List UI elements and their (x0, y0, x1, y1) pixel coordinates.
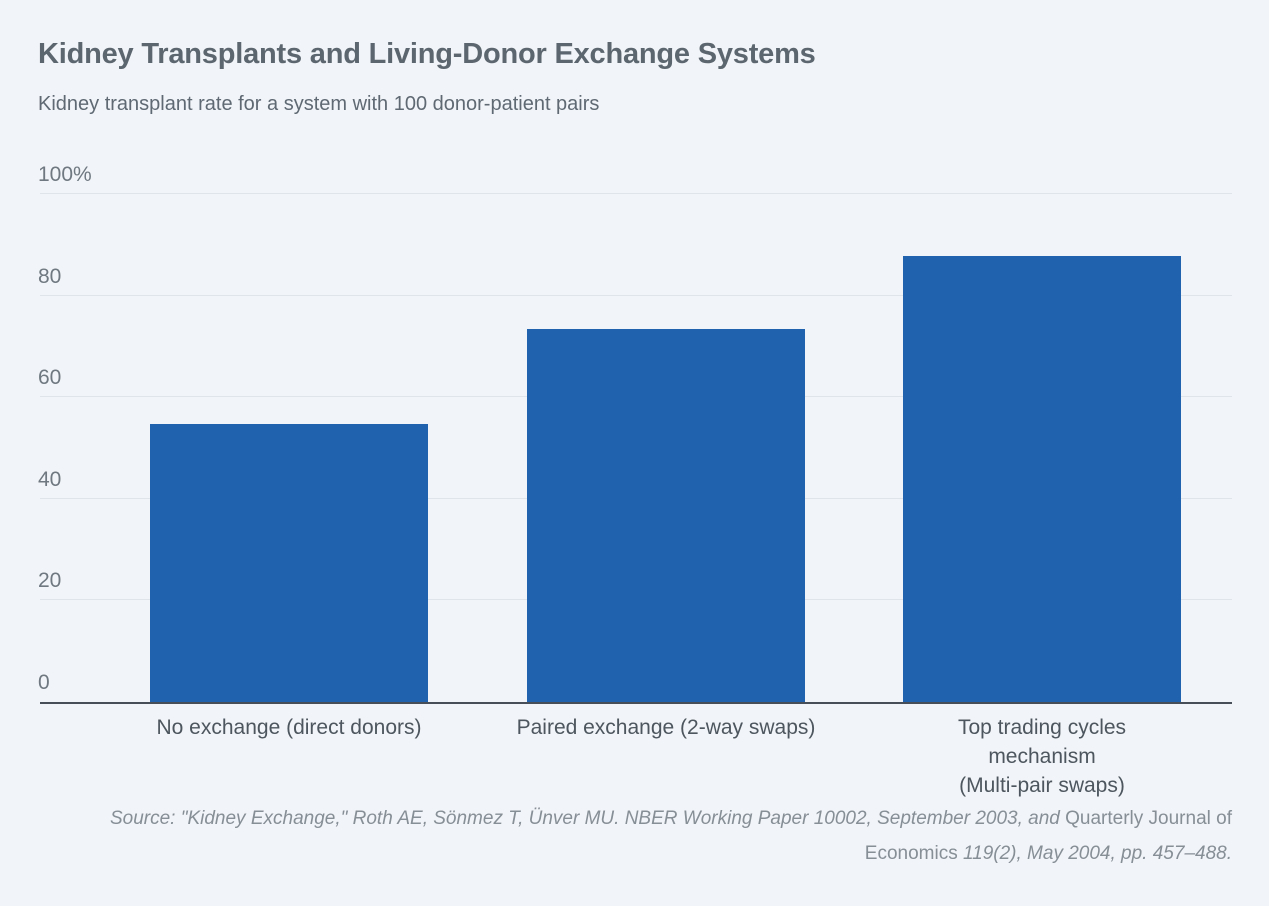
y-tick-label-40: 40 (38, 467, 62, 491)
x-tick-label-1: No exchange (direct donors) (156, 716, 422, 739)
x-tick-label-3: Top trading cycles mechanism (Multi-pair… (957, 716, 1127, 797)
gridline-100 (40, 193, 1232, 194)
y-tick-label-100: 100% (38, 163, 92, 186)
x-tick-label-2: Paired exchange (2-way swaps) (516, 716, 816, 739)
source-note: Source: "Kidney Exchange," Roth AE, Sönm… (38, 801, 1232, 871)
x-axis-line (40, 702, 1232, 704)
source-citation-tail: 119(2), May 2004, pp. 457–488. (957, 843, 1232, 864)
source-journal-name: Quarterly Journal of Economics (864, 808, 1232, 864)
y-tick-label-60: 60 (38, 366, 62, 390)
y-tick-label-80: 80 (38, 264, 62, 288)
source-citation-lead: Source: "Kidney Exchange," Roth AE, Sönm… (109, 808, 1066, 829)
chart-subtitle: Kidney transplant rate for a system with… (38, 93, 600, 115)
bar-1 (150, 424, 428, 702)
y-tick-label-20: 20 (38, 569, 62, 593)
bar-3 (903, 256, 1181, 702)
bar-chart-plot-area: 0 20 40 60 80 100% No exchange (direct donors)… (38, 163, 1232, 797)
y-tick-label-0: 0 (38, 671, 50, 694)
bar-2 (527, 329, 805, 702)
chart-title: Kidney Transplants and Living-Donor Exch… (38, 38, 816, 70)
gridline-80 (40, 294, 1232, 296)
